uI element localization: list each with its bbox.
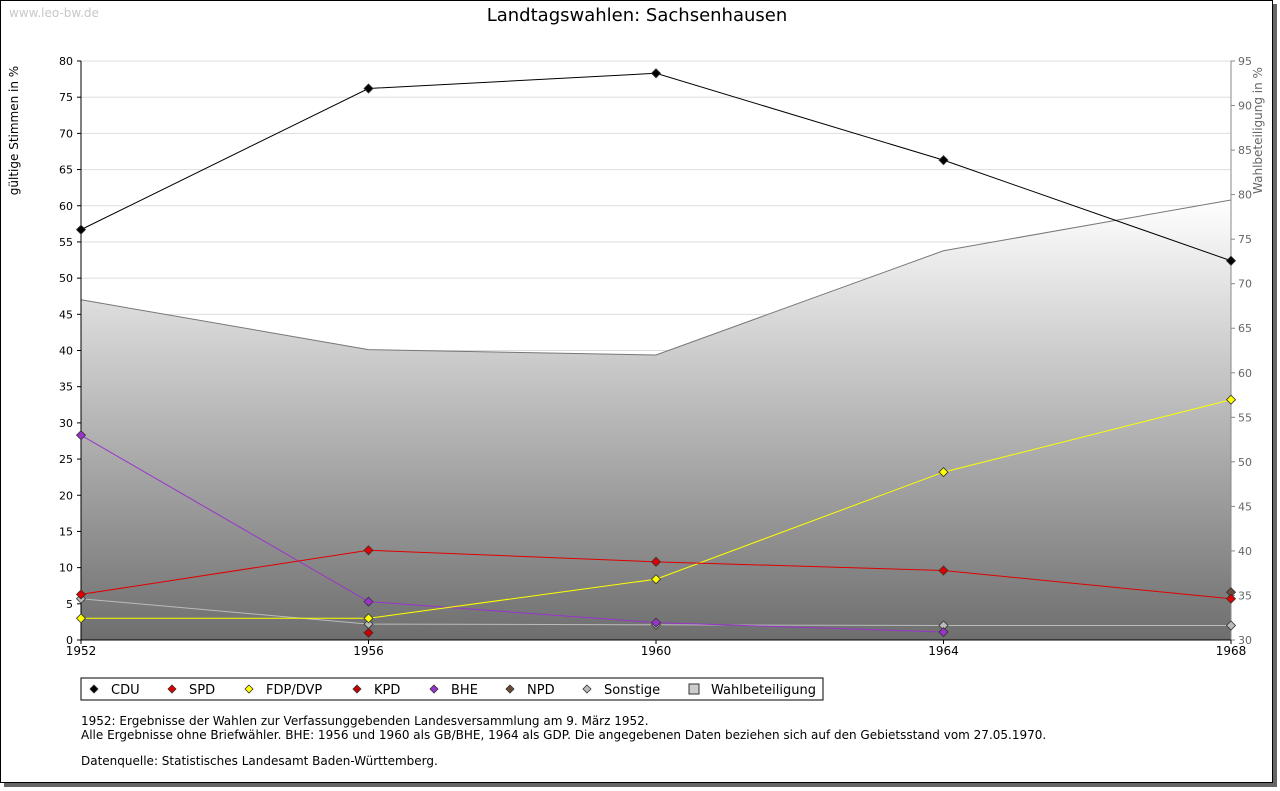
legend-marker-npd xyxy=(505,684,515,694)
data-point-bhe xyxy=(650,617,662,628)
turnout-line xyxy=(80,199,1232,356)
y-tick-label: 35 xyxy=(59,381,73,394)
y2-tick-label: 95 xyxy=(1238,55,1252,68)
data-point-spd xyxy=(363,545,374,556)
data-point-bhe xyxy=(938,626,949,638)
y-tick-label: 40 xyxy=(59,345,73,358)
x-tick-label: 1960 xyxy=(641,644,672,658)
data-point-cdu xyxy=(75,224,87,235)
y2-tick-label: 30 xyxy=(1238,634,1252,647)
y-tick-label: 60 xyxy=(59,200,73,213)
y-tick-label: 5 xyxy=(66,598,73,611)
legend-marker-spd xyxy=(167,684,177,694)
data-point-fdpdvp xyxy=(363,613,374,624)
x-tick-label: 1968 xyxy=(1216,644,1247,658)
legend-box xyxy=(80,677,824,701)
note-data-basis: Alle Ergebnisse ohne Briefwähler. BHE: 1… xyxy=(81,728,1047,742)
legend-marker-bhe xyxy=(429,684,439,694)
y-axis-label: gültige Stimmen in % xyxy=(7,66,21,195)
y2-tick-label: 35 xyxy=(1238,589,1252,602)
data-point-cdu xyxy=(363,83,374,94)
y2-tick-label: 90 xyxy=(1238,100,1252,113)
data-point-cdu xyxy=(650,68,662,79)
y-tick-label: 50 xyxy=(59,272,73,285)
data-point-bhe xyxy=(75,430,87,441)
y2-tick-label: 55 xyxy=(1238,411,1252,424)
chart-title: Landtagswahlen: Sachsenhausen xyxy=(487,5,788,26)
data-point-sonstige xyxy=(1225,620,1237,631)
data-point-spd xyxy=(1225,593,1237,604)
x-tick-label: 1956 xyxy=(353,644,384,658)
y-tick-label: 70 xyxy=(59,127,73,140)
x-tick-label: 1964 xyxy=(928,644,959,658)
legend-marker-kpd xyxy=(352,684,362,694)
y2-tick-label: 45 xyxy=(1238,500,1252,513)
legend-label-wahlbeteiligung: Wahlbeteiligung xyxy=(711,683,816,698)
y-tick-label: 20 xyxy=(59,489,73,502)
y-tick-label: 15 xyxy=(59,525,73,538)
data-point-fdpdvp xyxy=(75,613,87,624)
y-tick-label: 75 xyxy=(59,91,73,104)
data-point-cdu xyxy=(938,155,949,166)
legend-label-cdu: CDU xyxy=(111,683,140,698)
x-tick-label: 1952 xyxy=(66,644,97,658)
y2-tick-label: 70 xyxy=(1238,278,1252,291)
turnout-area xyxy=(81,199,1231,640)
series-line-bhe xyxy=(80,434,944,633)
data-point-spd xyxy=(75,589,87,600)
legend-marker-cdu xyxy=(89,684,99,694)
legend-marker-wahlbeteiligung xyxy=(688,683,700,695)
watermark: www.leo-bw.de xyxy=(9,6,99,20)
y-tick-label: 65 xyxy=(59,164,73,177)
y2-tick-label: 40 xyxy=(1238,545,1252,558)
data-point-cdu xyxy=(1225,255,1237,266)
data-point-fdpdvp xyxy=(650,574,662,585)
data-point-fdpdvp xyxy=(1225,394,1237,405)
y-tick-label: 25 xyxy=(59,453,73,466)
legend-label-kpd: KPD xyxy=(374,683,400,698)
y2-tick-label: 60 xyxy=(1238,367,1252,380)
y-tick-label: 45 xyxy=(59,308,73,321)
y2-tick-label: 65 xyxy=(1238,322,1252,335)
y-tick-label: 10 xyxy=(59,562,73,575)
y2-axis-label: Wahlbeteiligung in % xyxy=(1251,67,1265,194)
legend-label-npd: NPD xyxy=(527,683,555,698)
data-point-fdpdvp xyxy=(938,467,949,478)
legend-marker-sonstige xyxy=(582,684,592,694)
legend-label-fdpdvp: FDP/DVP xyxy=(266,683,322,698)
data-point-kpd xyxy=(363,627,374,638)
y-tick-label: 0 xyxy=(66,634,73,647)
data-point-bhe xyxy=(363,596,374,607)
note-data-source: Datenquelle: Statistisches Landesamt Bad… xyxy=(81,754,438,768)
data-point-spd xyxy=(938,565,949,576)
legend-label-bhe: BHE xyxy=(451,683,478,698)
legend-marker-fdpdvp xyxy=(244,684,254,694)
note-1952: 1952: Ergebnisse der Wahlen zur Verfassu… xyxy=(81,714,649,728)
y-tick-label: 55 xyxy=(59,236,73,249)
y2-tick-label: 85 xyxy=(1238,144,1252,157)
y2-tick-label: 80 xyxy=(1238,189,1252,202)
y-tick-label: 80 xyxy=(59,55,73,68)
data-point-spd xyxy=(650,556,662,567)
legend-label-spd: SPD xyxy=(189,683,215,698)
y2-tick-label: 75 xyxy=(1238,233,1252,246)
y2-tick-label: 50 xyxy=(1238,456,1252,469)
y-tick-label: 30 xyxy=(59,417,73,430)
legend-label-sonstige: Sonstige xyxy=(604,683,660,698)
